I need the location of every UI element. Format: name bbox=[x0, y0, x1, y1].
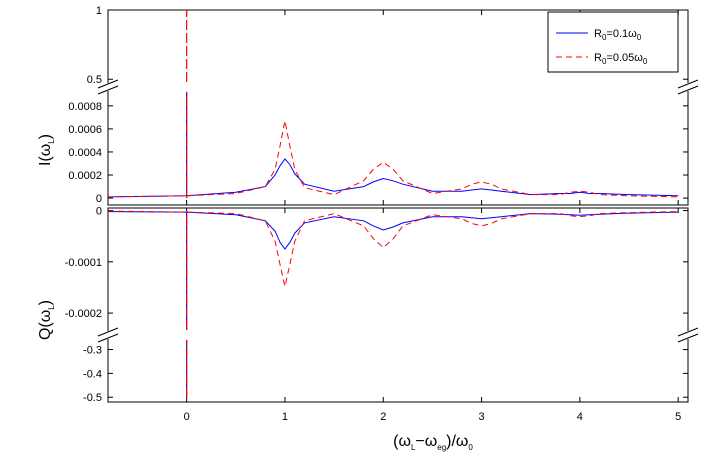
y-tick-label: 0.0008 bbox=[68, 101, 102, 113]
panel-q: 0 -0.0001 -0.0002 -0.3 -0.4 -0.5 0 1 2 3 4 5 bbox=[65, 206, 700, 423]
y-axis-title-i: I(ωL) bbox=[37, 134, 56, 166]
axis-break-mask bbox=[676, 331, 700, 339]
axis-break-mark bbox=[97, 85, 119, 95]
axis-break-mark bbox=[677, 333, 699, 343]
y-tick-label: 1 bbox=[96, 5, 102, 17]
axis-break-mask bbox=[96, 331, 120, 339]
legend-label-r01: R0=0.1ω0 bbox=[594, 28, 642, 42]
series-line-q-1 bbox=[107, 210, 679, 287]
x-tick-label: 3 bbox=[478, 411, 484, 423]
y-tick-label: 0.0002 bbox=[68, 170, 102, 182]
axis-break-mark bbox=[97, 327, 119, 337]
axis-break-mark bbox=[677, 85, 699, 95]
plot-frame-i bbox=[107, 9, 689, 206]
axis-break-mark bbox=[97, 79, 119, 89]
y-tick-label: -0.0002 bbox=[65, 308, 102, 320]
x-tick-label: 0 bbox=[184, 411, 190, 423]
legend: R0=0.1ω0 R0=0.05ω0 bbox=[547, 11, 679, 73]
axis-break-mark bbox=[677, 79, 699, 89]
y-axis-title-q: Q(ωL) bbox=[37, 300, 56, 340]
y-tick-label: -0.4 bbox=[83, 368, 102, 380]
axis-break-mask bbox=[676, 83, 700, 91]
series-line-i-0 bbox=[107, 158, 679, 198]
series-line-i-1 bbox=[107, 120, 679, 198]
axis-break-mark bbox=[677, 327, 699, 337]
legend-label-r005: R0=0.05ω0 bbox=[594, 52, 648, 66]
legend-box bbox=[547, 11, 679, 73]
y-tick-label: 0 bbox=[96, 193, 102, 205]
axis-break-mask bbox=[96, 83, 120, 91]
axis-break-mark bbox=[97, 333, 119, 343]
series-line-q-0 bbox=[107, 211, 679, 250]
x-tick-label: 5 bbox=[675, 411, 681, 423]
y-tick-label: 0.0006 bbox=[68, 124, 102, 136]
y-tick-label: -0.0001 bbox=[65, 257, 102, 269]
plot-frame-q bbox=[107, 207, 689, 403]
y-tick-label: 0 bbox=[96, 206, 102, 218]
x-tick-label: 4 bbox=[577, 411, 583, 423]
y-tick-label: -0.3 bbox=[83, 345, 102, 357]
y-tick-label: 0.0004 bbox=[68, 147, 102, 159]
x-tick-label: 1 bbox=[282, 411, 288, 423]
x-tick-label: 2 bbox=[380, 411, 386, 423]
y-tick-label: -0.5 bbox=[83, 392, 102, 404]
x-axis-title: (ωL−ωeg)/ω0 bbox=[393, 433, 473, 452]
